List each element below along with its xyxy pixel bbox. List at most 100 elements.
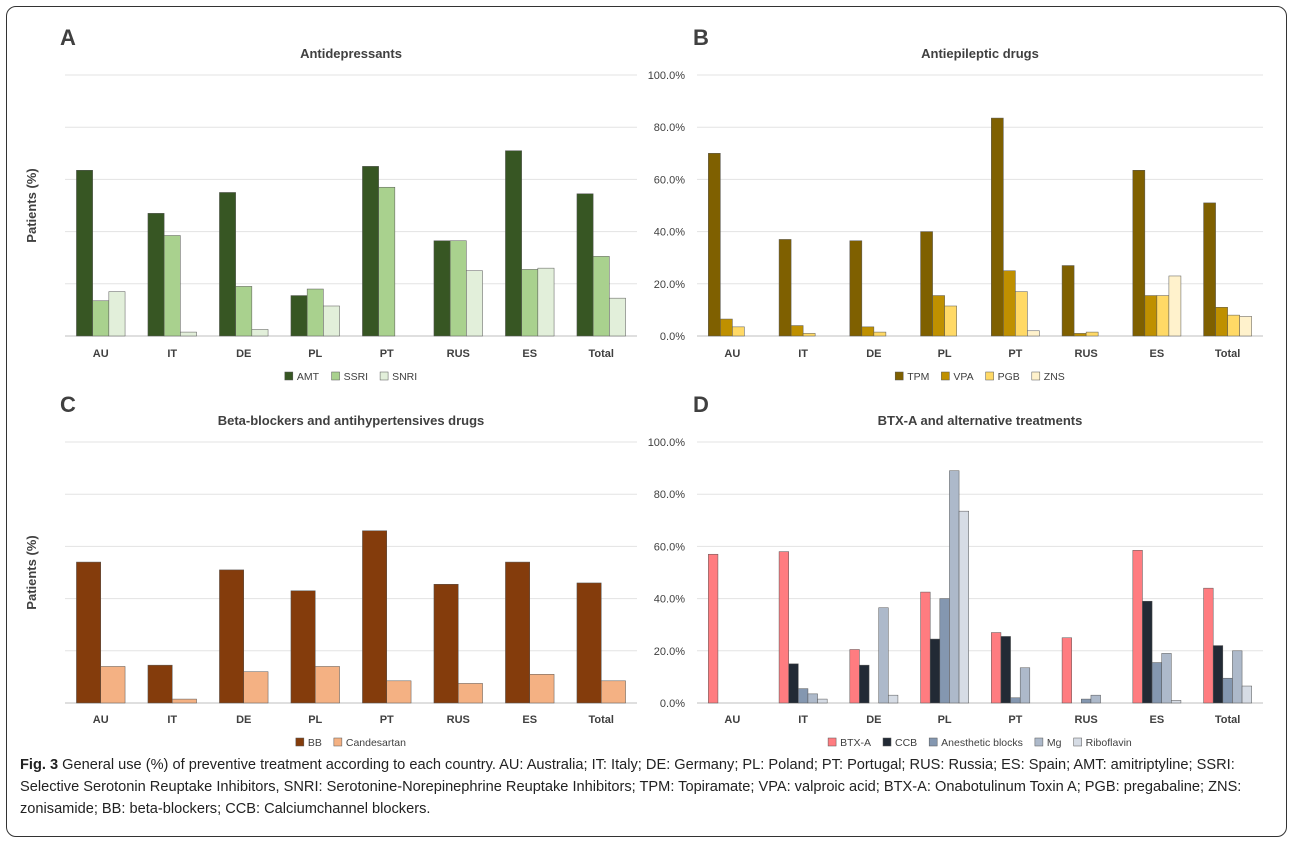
caption-label: Fig. 3 <box>20 757 59 773</box>
panel-d-y-tick-label: 60.0% <box>654 541 685 553</box>
panel-a-bar <box>219 192 236 337</box>
panel-a-bar <box>163 235 181 337</box>
panel-b-bar <box>1073 333 1087 337</box>
panel-b-legend-swatch <box>894 371 904 381</box>
panel-c-bar <box>290 590 316 704</box>
panel-a-bar <box>147 213 165 337</box>
panel-a-bar <box>235 286 253 337</box>
panel-d-y-tick-label: 100.0% <box>648 437 686 449</box>
panel-c-letter: C <box>60 392 76 417</box>
panel-a-x-tick-label: DE <box>236 348 251 360</box>
panel-a-bar <box>378 186 396 337</box>
panel-b-bar <box>1144 295 1158 337</box>
panel-d-x-tick-label: PL <box>938 714 952 726</box>
panel-b-legend-swatch <box>941 371 950 381</box>
panel-c-bar <box>576 582 602 704</box>
panel-b-bar <box>790 325 804 337</box>
panel-b-y-tick-label: 20.0% <box>654 279 685 291</box>
panel-d-bar <box>1081 698 1092 704</box>
panel-c-legend-swatch <box>295 737 305 747</box>
panel-b-x-tick-label: Total <box>1215 348 1240 360</box>
panel-d-bar <box>807 693 818 704</box>
panel-d-bar <box>708 553 719 704</box>
panel-d-legend-label: BTX-A <box>840 737 871 749</box>
panel-a-x-tick-label: ES <box>522 348 537 360</box>
panel-a-bar <box>76 170 93 337</box>
panel-a-bar <box>180 331 197 337</box>
panel-a-bar <box>576 193 594 337</box>
panel-b-legend-swatch <box>1031 371 1041 381</box>
panel-b-bar <box>1239 316 1252 337</box>
panel-d-bar <box>939 598 950 704</box>
panel-a-bar <box>362 166 379 337</box>
panel-d-bar <box>1132 550 1143 704</box>
panel-d-x-tick-label: ES <box>1150 714 1165 726</box>
panel-d-bar <box>1171 700 1182 704</box>
panel-a-bar <box>505 150 522 337</box>
panel-a-legend-label: AMT <box>297 371 320 383</box>
panel-b-x-tick-label: RUS <box>1075 348 1098 360</box>
panel-c-legend-swatch <box>333 737 343 747</box>
panel-d-x-tick-label: DE <box>866 714 881 726</box>
panel-c-bar <box>433 583 459 704</box>
panel-a-legend-label: SNRI <box>392 371 417 383</box>
panel-a-bar <box>537 267 555 337</box>
panel-d-title: BTX-A and alternative treatments <box>878 413 1083 428</box>
panel-a-x-tick-label: AU <box>93 348 109 360</box>
panel-d-legend-swatch <box>882 737 892 747</box>
panel-d-bar <box>888 694 899 704</box>
panel-b-y-tick-label: 80.0% <box>654 122 685 134</box>
panel-b-legend-swatch <box>985 371 994 381</box>
panel-a-bar <box>433 240 451 337</box>
panel-d-bar <box>1000 636 1011 704</box>
panel-d-legend-swatch <box>1073 737 1082 747</box>
panel-d-legend-label: Riboflavin <box>1086 737 1132 749</box>
panel-d-bar <box>778 551 789 704</box>
panel-c-title: Beta-blockers and antihypertensives drug… <box>218 413 485 428</box>
panel-b-y-tick-label: 0.0% <box>660 331 685 343</box>
panel-b-bar <box>720 318 733 337</box>
panel-d-bar <box>1212 645 1224 704</box>
panel-b-legend-label: PGB <box>998 371 1020 383</box>
panel-b-bar <box>1132 170 1146 337</box>
panel-b-bar <box>944 305 957 337</box>
panel-b-bar <box>861 326 875 337</box>
panel-a-y-axis-label: Patients (%) <box>24 168 39 242</box>
panel-b-bar <box>1156 295 1170 337</box>
panel-b-y-tick-label: 60.0% <box>654 174 685 186</box>
panel-b-title: Antiepileptic drugs <box>921 46 1039 61</box>
panel-a-bar <box>290 295 308 337</box>
panel-b-bar <box>1168 275 1182 337</box>
panel-d-x-tick-label: PT <box>1008 714 1022 726</box>
panel-b-bar <box>920 231 933 337</box>
caption-text: General use (%) of preventive treatment … <box>20 757 1242 817</box>
panel-b-bar <box>1061 265 1075 337</box>
panel-d-legend-swatch <box>827 737 837 747</box>
panel-b-bar <box>802 333 816 337</box>
panel-d-bar <box>788 663 799 704</box>
panel-d-bar <box>849 649 860 704</box>
panel-b-bar <box>991 117 1004 337</box>
panel-c-x-tick-label: AU <box>93 714 109 726</box>
panel-b-bar <box>1227 314 1240 337</box>
panel-d-bar <box>958 510 969 704</box>
panel-d-bar <box>929 638 941 704</box>
panel-b-y-tick-label: 100.0% <box>648 70 686 82</box>
panel-a-bar <box>449 240 467 337</box>
panel-c-bar <box>458 683 483 704</box>
panel-c-y-axis-label: Patients (%) <box>24 535 39 609</box>
panel-b-y-tick-label: 40.0% <box>654 227 685 239</box>
panel-c-x-tick-label: Total <box>589 714 614 726</box>
panel-d-bar <box>817 698 828 704</box>
panel-d-bar <box>949 470 960 704</box>
panel-d-bar <box>1232 650 1243 704</box>
panel-c-legend-label: Candesartan <box>346 737 406 749</box>
panel-c-x-tick-label: PT <box>380 714 394 726</box>
panel-c-bar <box>362 530 388 704</box>
panel-b-x-tick-label: PL <box>938 348 952 360</box>
panel-d-y-tick-label: 20.0% <box>654 646 685 658</box>
figure-caption: Fig. 3 General use (%) of preventive tre… <box>20 754 1282 820</box>
panel-b-x-tick-label: DE <box>866 348 881 360</box>
panel-b-legend-label: VPA <box>953 371 973 383</box>
panel-d-bar <box>991 632 1002 704</box>
